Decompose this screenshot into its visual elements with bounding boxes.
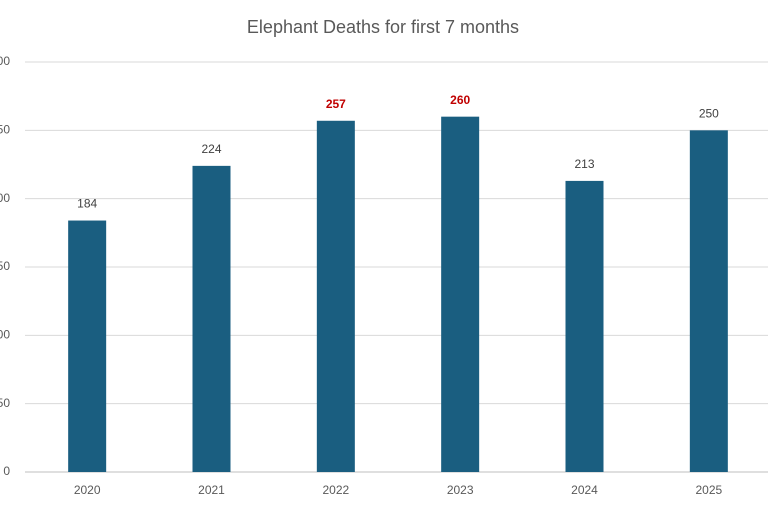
x-tick-label: 2025	[695, 483, 722, 497]
x-tick-label: 2024	[571, 483, 598, 497]
bar	[68, 220, 107, 472]
x-tick-label: 2022	[322, 483, 349, 497]
bar	[316, 120, 355, 473]
y-tick-label: 150	[0, 259, 10, 273]
y-tick-label: 250	[0, 123, 10, 137]
data-label: 224	[201, 142, 221, 156]
x-tick-label: 2020	[74, 483, 101, 497]
data-label: 257	[326, 97, 346, 111]
x-tick-label: 2021	[198, 483, 225, 497]
bar	[689, 130, 728, 473]
data-label: 184	[77, 197, 97, 211]
data-label: 213	[574, 157, 594, 171]
x-tick-label: 2023	[447, 483, 474, 497]
y-tick-label: 300	[0, 54, 10, 68]
y-tick-label: 100	[0, 328, 10, 342]
y-tick-label: 200	[0, 191, 10, 205]
y-tick-label: 0	[3, 464, 10, 478]
chart-title: Elephant Deaths for first 7 months	[247, 17, 519, 37]
bar	[192, 165, 231, 472]
bar	[565, 180, 604, 472]
data-label: 260	[450, 93, 470, 107]
y-tick-label: 50	[0, 396, 10, 410]
bar	[441, 116, 480, 473]
data-label: 250	[699, 107, 719, 121]
